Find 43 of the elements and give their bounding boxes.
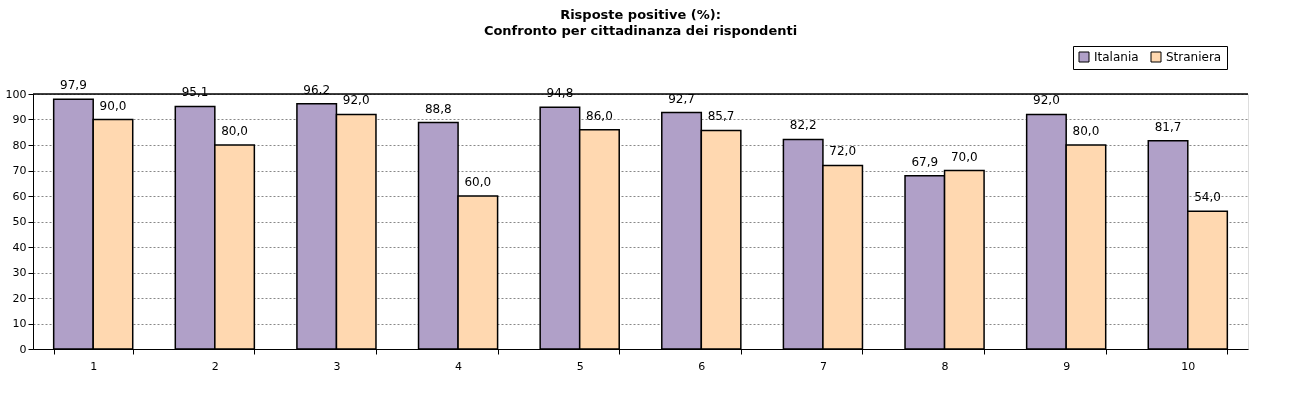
data-label: 54,0 (1194, 190, 1221, 205)
data-label: 96,2 (303, 82, 331, 97)
data-label: 82,2 (789, 118, 817, 133)
data-label: 81,7 (1154, 119, 1182, 134)
legend-label: Straniera (1166, 50, 1222, 64)
y-tick-label: 30 (12, 266, 27, 279)
legend-label: Italania (1094, 50, 1139, 64)
y-tick-label: 80 (12, 138, 27, 152)
y-tick-label: 40 (12, 240, 27, 254)
x-tick-label: 10 (1181, 359, 1196, 373)
x-tick-label: 7 (819, 359, 827, 373)
chart-title: Risposte positive (%): (560, 6, 721, 22)
y-tick-label: 60 (12, 189, 27, 203)
y-tick-label: 50 (12, 215, 27, 228)
y-tick-label: 90 (12, 113, 27, 126)
data-label: 60,0 (464, 175, 492, 189)
data-label: 70,0 (950, 149, 978, 164)
x-tick-label: 3 (333, 359, 341, 373)
data-label: 88,8 (424, 101, 452, 116)
x-tick-label: 4 (455, 359, 463, 373)
data-label: 85,7 (707, 109, 735, 124)
y-tick-label: 0 (19, 342, 27, 356)
data-label: 92,0 (1033, 93, 1060, 108)
x-tick-label: 2 (211, 359, 219, 373)
y-tick-label: 100 (5, 87, 27, 101)
data-label: 67,9 (911, 154, 939, 169)
data-label: 86,0 (586, 108, 613, 123)
x-tick-label: 8 (941, 359, 949, 373)
data-label: 72,0 (829, 144, 857, 159)
data-label: 80,0 (1072, 124, 1100, 138)
x-tick-label: 9 (1063, 359, 1071, 373)
x-tick-label: 6 (698, 359, 706, 373)
x-tick-label: 5 (576, 359, 584, 373)
data-label: 80,0 (221, 124, 248, 138)
data-label: 90,0 (99, 98, 127, 113)
y-tick-label: 70 (12, 164, 27, 177)
data-label: 92,0 (342, 93, 370, 108)
data-label: 92,7 (668, 91, 695, 106)
y-tick-label: 10 (12, 317, 27, 330)
x-tick-label: 1 (90, 359, 98, 373)
data-label: 97,9 (60, 78, 87, 93)
y-tick-label: 20 (12, 291, 27, 305)
chart-subtitle: Confronto per cittadinanza dei rispondenti (483, 22, 798, 38)
